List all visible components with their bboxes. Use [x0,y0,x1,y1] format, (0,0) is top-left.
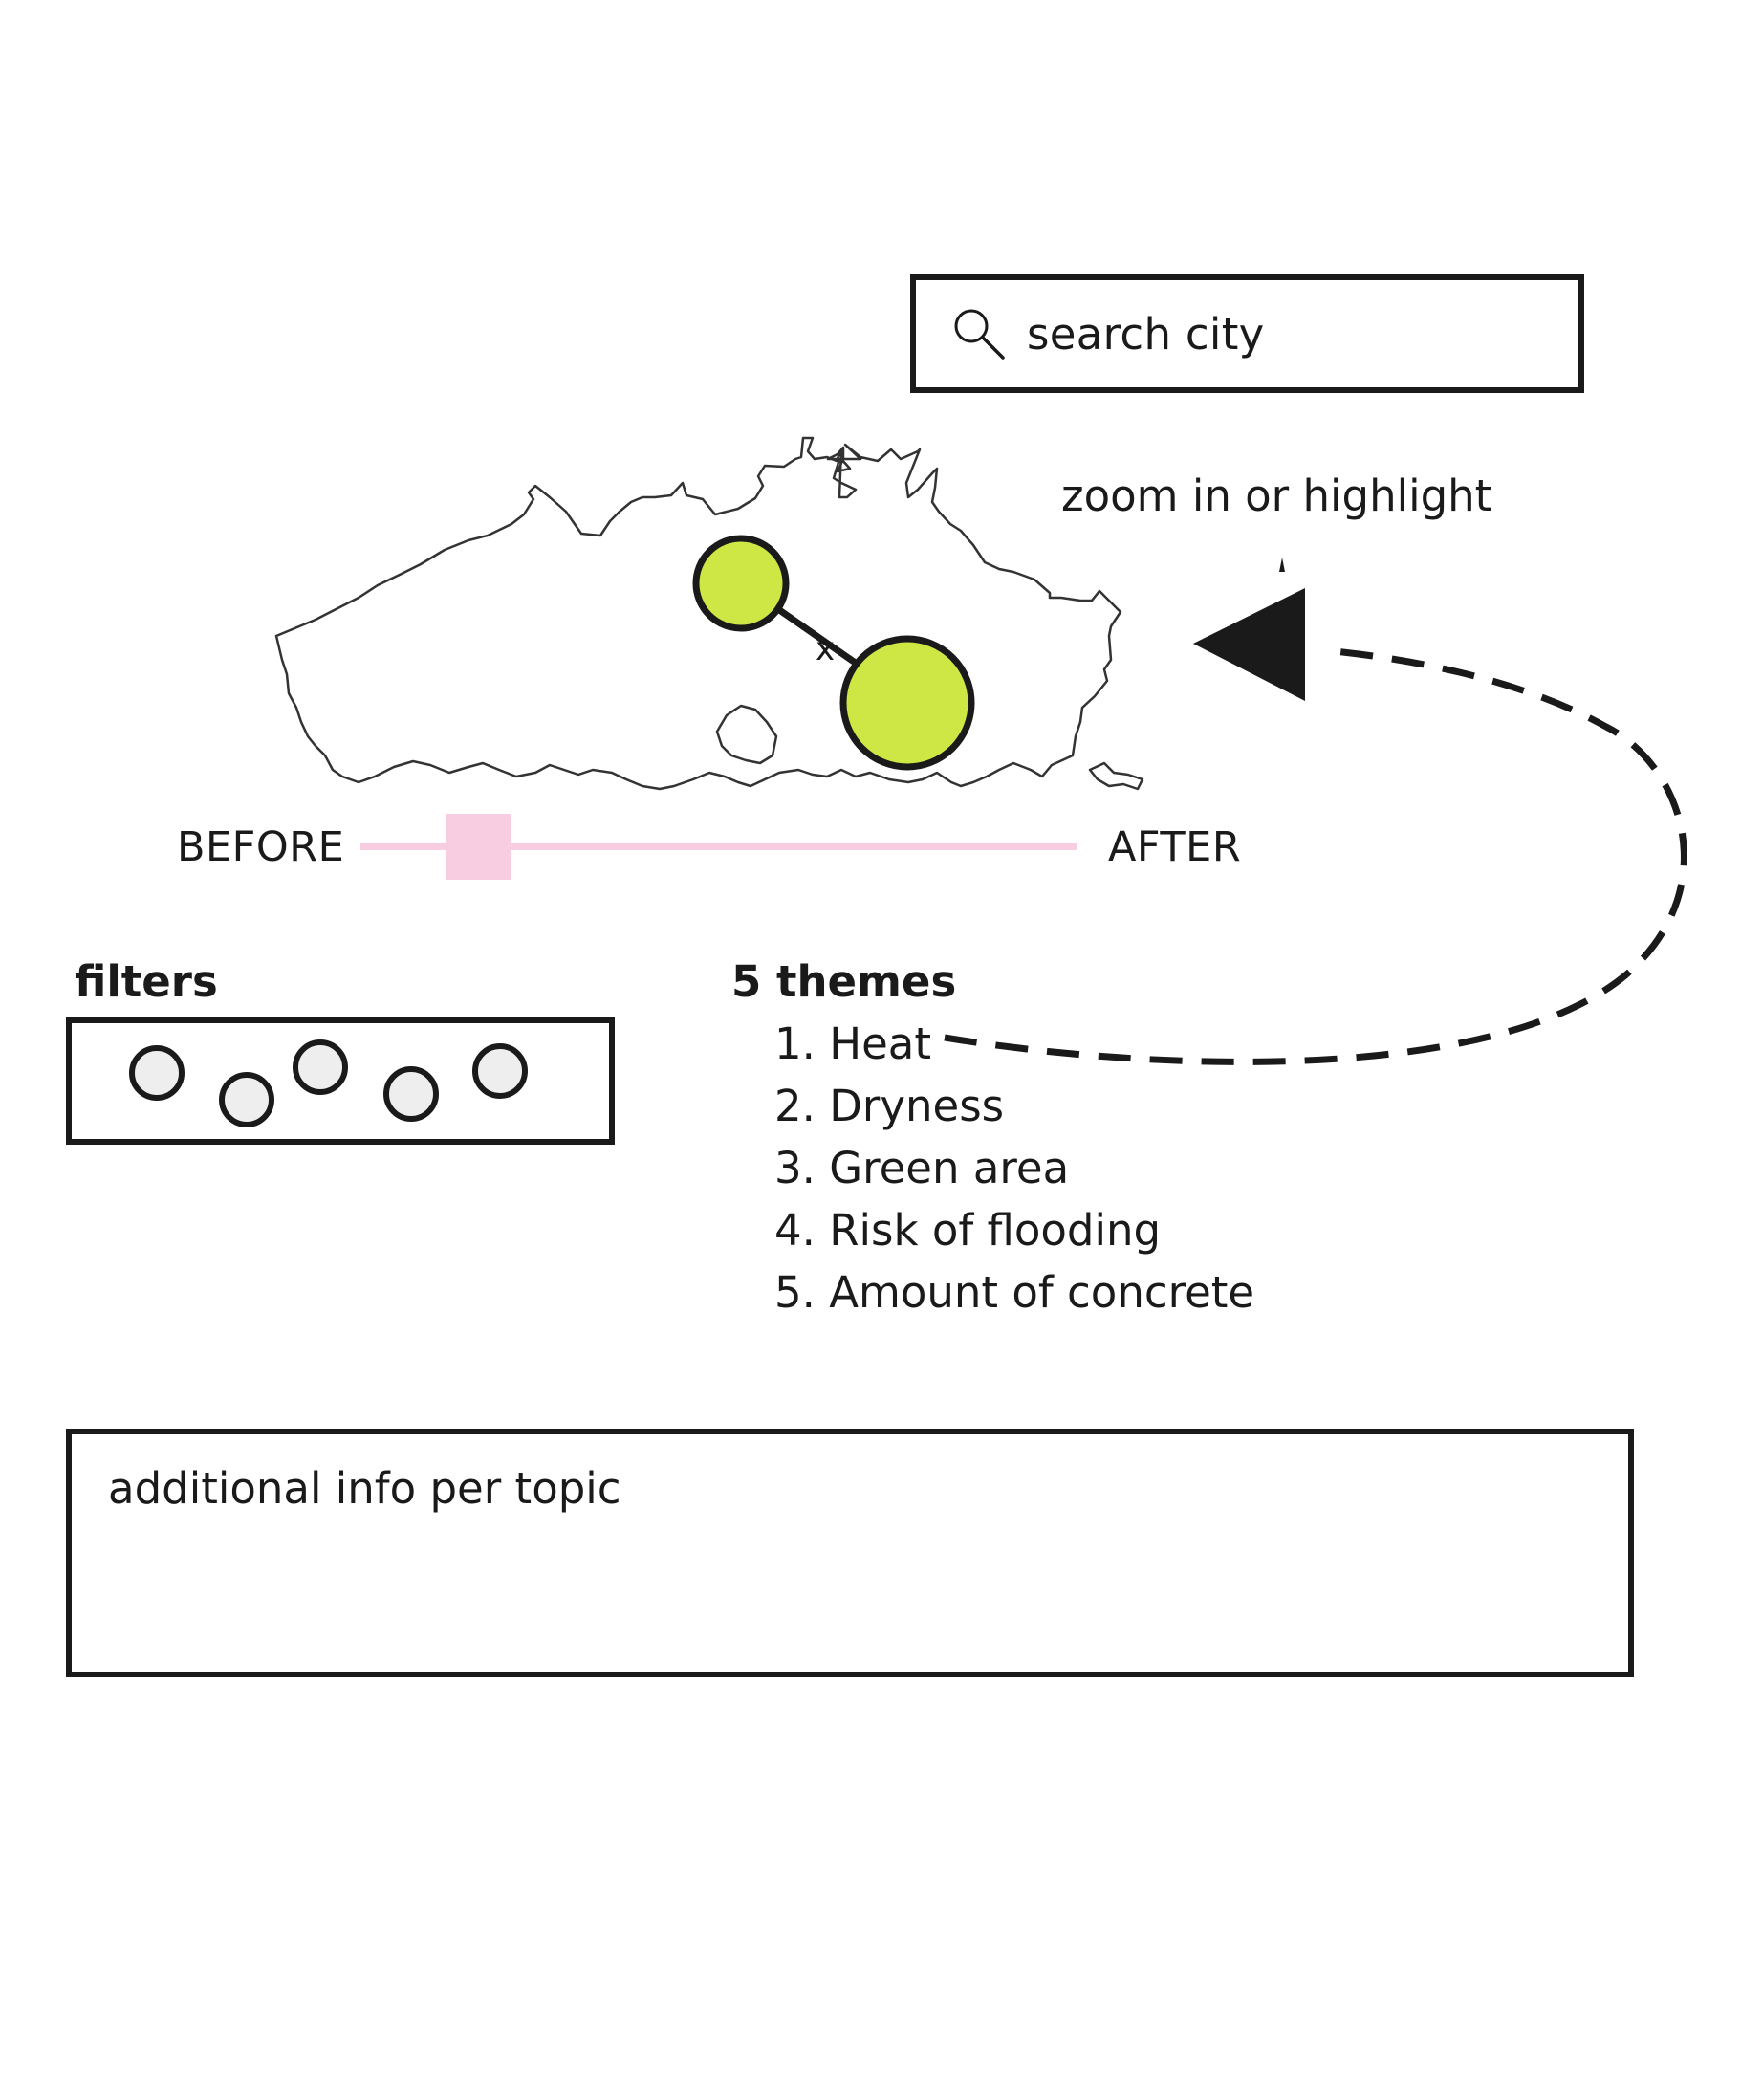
arrowhead-icon [1193,588,1305,701]
slider-after-label: AFTER [1108,823,1242,871]
slider-before-label: BEFORE [177,823,345,871]
info-text: additional info per topic [108,1463,621,1514]
filter-toggle-5[interactable] [472,1043,528,1099]
timeline-slider-track[interactable] [360,843,1077,850]
theme-item-dryness[interactable]: 2. Dryness [774,1081,1005,1131]
theme-item-concrete[interactable]: 5. Amount of concrete [774,1267,1255,1318]
city-marker-1[interactable] [692,535,790,632]
filters-title: filters [75,956,218,1007]
themes-title: 5 themes [731,956,957,1007]
filter-toggle-3[interactable] [293,1039,348,1095]
region-enclave [715,704,778,765]
magnifier-icon [954,309,1005,360]
region-exclave [1088,761,1144,791]
filter-toggle-4[interactable] [383,1066,439,1122]
zoom-annotation: zoom in or highlight [1061,470,1492,521]
region-outline [274,436,1122,791]
filter-toggle-1[interactable] [129,1045,185,1101]
theme-item-flooding[interactable]: 4. Risk of flooding [774,1205,1162,1256]
info-panel: additional info per topic [66,1429,1634,1677]
dashed-arrow [944,646,1687,1065]
city-marker-2[interactable] [839,635,975,771]
search-input[interactable]: search city [910,274,1584,393]
filter-toggle-2[interactable] [219,1072,274,1127]
connector-cross: x [816,630,835,668]
theme-item-green-area[interactable]: 3. Green area [774,1143,1070,1193]
zoom-pointer-tick [1279,558,1285,572]
search-placeholder: search city [1027,308,1265,360]
filters-panel [66,1017,615,1145]
theme-item-heat[interactable]: 1. Heat [774,1018,931,1069]
timeline-slider-thumb[interactable] [446,814,511,880]
